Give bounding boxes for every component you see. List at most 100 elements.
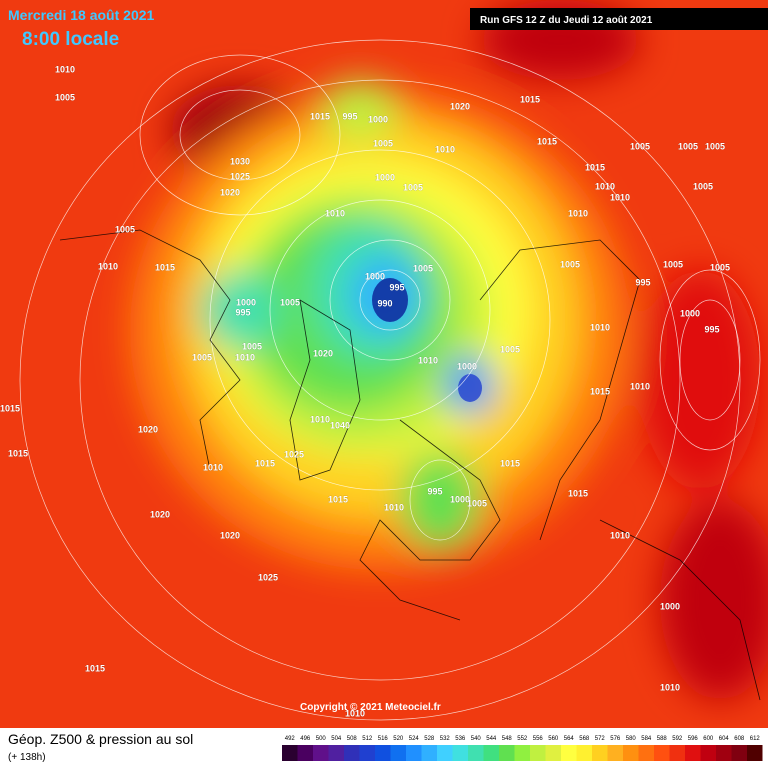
isobar-label: 1010 <box>384 502 404 512</box>
colorbar-label: 492 <box>285 736 296 742</box>
isobar-label: 1010 <box>235 352 255 362</box>
isobar-label: 995 <box>235 307 250 317</box>
isobar-label: 1005 <box>403 182 423 192</box>
colorbar-swatch <box>499 745 515 761</box>
colorbar-swatch <box>390 745 406 761</box>
isobar-label: 1015 <box>590 386 610 396</box>
colorbar-label: 608 <box>734 736 745 742</box>
isobar-label: 1015 <box>85 663 105 673</box>
colorbar-swatch <box>297 745 313 761</box>
coastlines <box>59 229 761 701</box>
colorbar-swatch <box>654 745 670 761</box>
isobar-label: 1020 <box>450 101 470 111</box>
copyright: Copyright © 2021 Meteociel.fr <box>300 702 441 713</box>
colorbar-swatch <box>685 745 701 761</box>
isobar-label: 1010 <box>568 208 588 218</box>
colorbar-label: 540 <box>471 736 482 742</box>
isobar-label: 1000 <box>680 308 700 318</box>
isobar-label: 1005 <box>373 138 393 148</box>
isobar-label: 1040 <box>330 420 350 430</box>
colorbar-swatch <box>530 745 546 761</box>
colorbar-swatch <box>344 745 360 761</box>
isobar-label: 1005 <box>630 141 650 151</box>
isobar-label: 1015 <box>537 136 557 146</box>
colorbar-label: 588 <box>657 736 668 742</box>
isobar-label: 1015 <box>568 488 588 498</box>
colorbar-swatch <box>561 745 577 761</box>
colorbar-swatch <box>514 745 530 761</box>
colorbar-label: 564 <box>564 736 575 742</box>
colorbar-swatch <box>731 745 747 761</box>
isobar-label: 995 <box>704 324 719 334</box>
isobar-label: 1020 <box>220 530 240 540</box>
colorbar-label: 524 <box>409 736 420 742</box>
colorbar-swatch <box>576 745 592 761</box>
colorbar-swatch <box>282 745 298 761</box>
isobar-label: 1005 <box>192 352 212 362</box>
colorbar-label: 504 <box>331 736 342 742</box>
isobar-label: 1020 <box>220 187 240 197</box>
colorbar-label: 508 <box>347 736 358 742</box>
colorbar-swatch <box>592 745 608 761</box>
colorbar-swatch <box>452 745 468 761</box>
isobar-label: 1010 <box>610 192 630 202</box>
colorbar-label: 496 <box>300 736 311 742</box>
colorbar-label: 556 <box>533 736 544 742</box>
geopotential-field <box>0 0 768 728</box>
isobar-label: 990 <box>377 298 392 308</box>
isobar-label: 1000 <box>365 271 385 281</box>
colorbar-label: 600 <box>703 736 714 742</box>
colorbar-swatch <box>375 745 391 761</box>
isobar-label: 1020 <box>138 424 158 434</box>
colorbar-label: 596 <box>688 736 699 742</box>
isobar-label: 1025 <box>230 171 250 181</box>
isobar-label: 995 <box>427 486 442 496</box>
isobars <box>19 39 761 721</box>
colorbar-label: 500 <box>316 736 327 742</box>
isobar-label: 1010 <box>203 462 223 472</box>
colorbar-label: 612 <box>750 736 761 742</box>
isobar-label: 1020 <box>313 348 333 358</box>
colorbar-label: 512 <box>362 736 373 742</box>
colorbar-label: 604 <box>719 736 730 742</box>
isobar-label: 1010 <box>325 208 345 218</box>
isobar-label: 1010 <box>610 530 630 540</box>
colorbar-swatch <box>437 745 453 761</box>
colorbar-swatch <box>747 745 763 761</box>
isobar-label: 1010 <box>595 181 615 191</box>
isobar-label: 1025 <box>284 449 304 459</box>
colorbar: 492 496 500 504 508 512 516 520 524 528 532 536 540 5… <box>282 736 763 761</box>
run: Run GFS 12 Z du Jeudi 12 août 2021 <box>480 15 653 26</box>
isobar-label: 1005 <box>242 341 262 351</box>
date: Mercredi 18 août 2021 <box>8 7 155 23</box>
isobar-label: 1000 <box>457 361 477 371</box>
isobar-label: 1000 <box>660 601 680 611</box>
isobar-label: 1015 <box>585 162 605 172</box>
footer-lead: (+ 138h) <box>8 752 46 763</box>
colorbar-label: 528 <box>424 736 435 742</box>
isobar-label: 1010 <box>310 414 330 424</box>
isobar-label: 1010 <box>660 682 680 692</box>
colorbar-swatch <box>328 745 344 761</box>
isobar-label: 1005 <box>693 181 713 191</box>
colorbar-swatch <box>669 745 685 761</box>
isobar-label: 1000 <box>236 297 256 307</box>
isobar-label: 1020 <box>150 509 170 519</box>
isobar-label: 1015 <box>500 458 520 468</box>
colorbar-swatch <box>313 745 329 761</box>
isobar-label: 1010 <box>630 381 650 391</box>
isobar-label: 1015 <box>328 494 348 504</box>
isobar-label: 1010 <box>418 355 438 365</box>
colorbar-swatch <box>468 745 484 761</box>
colorbar-label: 584 <box>641 736 652 742</box>
isobar-label: 1015 <box>520 94 540 104</box>
isobar-label: 1010 <box>98 261 118 271</box>
isobar-label: 995 <box>342 111 357 121</box>
isobar-label: 1015 <box>255 458 275 468</box>
isobar-label: 1005 <box>280 297 300 307</box>
isobar-label: 1005 <box>710 262 730 272</box>
time: 8:00 locale <box>22 29 119 50</box>
